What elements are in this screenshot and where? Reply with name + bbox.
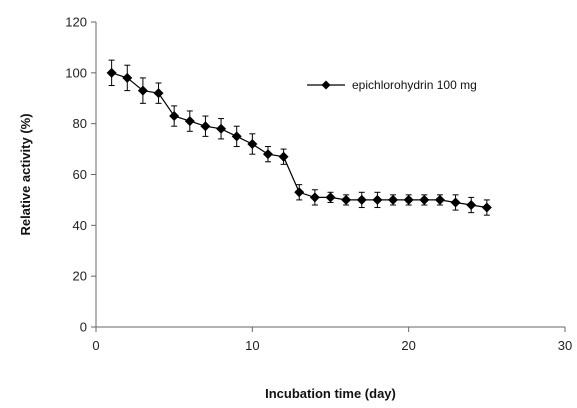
data-point bbox=[169, 111, 180, 122]
data-point bbox=[278, 151, 289, 162]
y-tick-label: 120 bbox=[65, 15, 87, 30]
x-axis-title: Incubation time (day) bbox=[265, 386, 396, 401]
data-point bbox=[247, 139, 258, 149]
data-point bbox=[262, 149, 273, 160]
data-point bbox=[481, 202, 492, 213]
y-axis-title: Relative activity (%) bbox=[18, 113, 33, 235]
data-point bbox=[122, 72, 133, 83]
data-point bbox=[184, 116, 195, 127]
data-point bbox=[372, 194, 383, 205]
data-point bbox=[466, 200, 477, 210]
data-point bbox=[309, 192, 320, 203]
data-point bbox=[231, 131, 242, 142]
legend: epichlorohydrin 100 mg bbox=[307, 78, 477, 92]
data-point bbox=[106, 67, 117, 78]
legend-marker-diamond bbox=[321, 80, 331, 90]
series-markers bbox=[106, 67, 492, 213]
y-tick-label: 0 bbox=[80, 320, 87, 335]
legend-label: epichlorohydrin 100 mg bbox=[352, 78, 477, 92]
data-point bbox=[200, 121, 211, 132]
data-point bbox=[388, 194, 399, 205]
y-tick-label: 20 bbox=[73, 269, 87, 284]
data-point bbox=[137, 85, 148, 96]
data-point bbox=[153, 88, 164, 99]
data-point bbox=[403, 194, 414, 205]
x-tick-label: 30 bbox=[558, 338, 572, 353]
x-tick-label: 10 bbox=[245, 338, 259, 353]
y-tick-label: 60 bbox=[73, 167, 87, 182]
data-point bbox=[294, 187, 305, 198]
data-point bbox=[450, 197, 461, 208]
y-tick-label: 80 bbox=[73, 116, 87, 131]
data-point bbox=[434, 194, 445, 205]
y-tick-label: 40 bbox=[73, 218, 87, 233]
data-point bbox=[216, 123, 227, 134]
data-point bbox=[341, 194, 352, 205]
y-tick-label: 100 bbox=[65, 65, 87, 80]
data-point bbox=[325, 192, 336, 203]
y-axis-ticks: 0 20 40 60 80 100 120 bbox=[65, 15, 96, 335]
x-tick-label: 0 bbox=[92, 338, 99, 353]
x-axis-ticks: 0 10 20 30 bbox=[92, 327, 572, 353]
x-tick-label: 20 bbox=[401, 338, 415, 353]
data-point bbox=[356, 194, 367, 205]
data-point bbox=[419, 194, 430, 205]
